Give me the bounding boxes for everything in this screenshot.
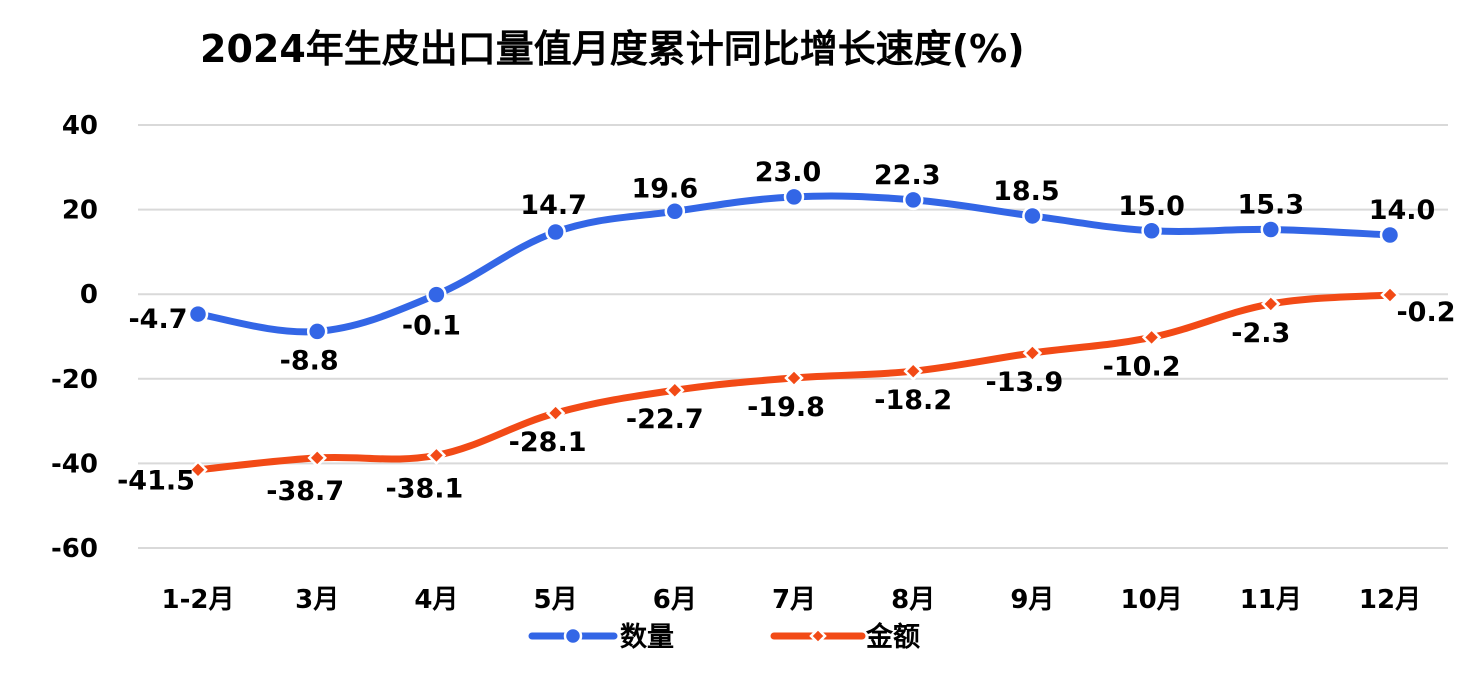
data-label: -38.7 [266, 476, 344, 507]
y-tick-labels: 40 20 0 -20 -40 -60 [51, 111, 98, 564]
data-point [187, 303, 209, 325]
series-group: -4.7 -8.8 -0.1 14.7 19.6 23.0 22.3 18.5 15.0 15.3… [117, 157, 1455, 507]
data-point [665, 380, 685, 400]
x-tick-label: 6月 [653, 585, 697, 615]
y-tick-label: -60 [51, 534, 98, 564]
y-tick-label: -40 [51, 449, 98, 479]
legend: 数量 金额 [528, 621, 920, 653]
data-label: -13.9 [985, 367, 1063, 398]
x-tick-label: 4月 [414, 585, 458, 615]
legend-item-2: 金额 [770, 621, 920, 653]
data-point [784, 368, 804, 388]
data-point [1261, 294, 1281, 314]
data-label: -22.7 [626, 404, 704, 435]
legend-label: 金额 [865, 621, 920, 653]
data-point [1260, 219, 1282, 240]
legend-marker [563, 626, 583, 646]
gridlines [138, 124, 1448, 549]
y-tick-label: 0 [80, 280, 98, 310]
data-label: 18.5 [993, 176, 1060, 207]
data-point [664, 201, 686, 222]
data-label: 14.0 [1369, 195, 1436, 226]
x-tick-label: 12月 [1359, 585, 1421, 615]
data-point [1379, 224, 1401, 246]
data-point [1141, 327, 1162, 348]
data-point [1022, 205, 1043, 227]
data-label: 15.3 [1237, 189, 1304, 220]
x-tick-label: 9月 [1010, 585, 1054, 615]
data-point [426, 445, 447, 466]
chart-title: 2024年生皮出口量值月度累计同比增长速度(%) [200, 27, 1025, 71]
series-2: -41.5 -38.7 -38.1 -28.1 -22.7 -19.8 -18.2 -13.9… [117, 285, 1456, 507]
data-point [902, 189, 924, 211]
x-tick-label: 8月 [891, 585, 935, 615]
data-label: -2.3 [1231, 318, 1290, 349]
data-point [783, 186, 805, 208]
x-tick-label: 1-2月 [162, 585, 235, 615]
x-tick-labels: 1-2月 3月 4月 5月 6月 7月 8月 9月 10月 11月 12月 [162, 585, 1422, 615]
data-label: 22.3 [874, 160, 941, 191]
data-point [1380, 285, 1400, 305]
data-point [903, 361, 923, 381]
data-label: 15.0 [1118, 191, 1185, 222]
data-label: -8.8 [280, 345, 339, 376]
data-label: 14.7 [520, 190, 587, 221]
y-tick-label: 40 [62, 111, 98, 141]
data-label: -0.2 [1396, 297, 1455, 328]
x-tick-label: 10月 [1121, 585, 1183, 615]
data-label: -38.1 [385, 473, 463, 504]
legend-label: 数量 [620, 622, 674, 653]
x-tick-label: 11月 [1240, 585, 1302, 615]
data-point [545, 403, 566, 423]
data-point [426, 284, 447, 305]
data-label: -28.1 [509, 427, 587, 458]
data-label: -41.5 [117, 466, 195, 497]
legend-item-1: 数量 [528, 622, 674, 653]
y-tick-label: 20 [62, 196, 98, 226]
x-tick-label: 7月 [772, 585, 816, 615]
data-label: 23.0 [755, 157, 822, 188]
data-label: 19.6 [631, 173, 698, 204]
x-tick-label: 3月 [295, 585, 339, 615]
data-point [307, 448, 327, 468]
data-label: -0.1 [402, 311, 461, 342]
data-label: -19.8 [747, 392, 825, 423]
data-point [188, 459, 208, 480]
data-label: -10.2 [1103, 351, 1181, 382]
data-point [1141, 220, 1162, 241]
data-label: -4.7 [128, 304, 187, 335]
x-tick-label: 5月 [534, 585, 578, 615]
data-point [306, 321, 328, 342]
series-line [194, 192, 1394, 336]
data-point [545, 221, 566, 243]
legend-marker [809, 627, 827, 645]
data-label: -18.2 [874, 385, 952, 416]
series-1: -4.7 -8.8 -0.1 14.7 19.6 23.0 22.3 18.5 15.0 15.3… [128, 157, 1435, 377]
data-point [1022, 343, 1043, 363]
y-tick-label: -20 [51, 365, 98, 395]
